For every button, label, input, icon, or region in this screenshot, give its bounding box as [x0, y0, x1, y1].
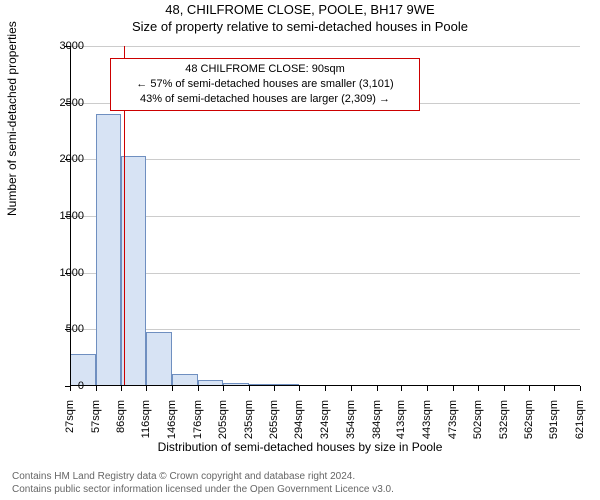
x-tick-label: 562sqm — [523, 400, 535, 450]
x-tick-label: 235sqm — [243, 400, 255, 450]
x-tick-label: 413sqm — [395, 400, 407, 450]
x-tick-mark — [478, 386, 479, 391]
histogram-bar — [478, 385, 504, 386]
x-tick-mark — [377, 386, 378, 391]
histogram-chart: 48, CHILFROME CLOSE, POOLE, BH17 9WE Siz… — [0, 0, 600, 500]
x-tick-label: 324sqm — [319, 400, 331, 450]
y-tick-label: 500 — [34, 323, 84, 335]
x-tick-label: 86sqm — [115, 400, 127, 450]
histogram-bar — [325, 385, 351, 386]
histogram-bar — [351, 385, 377, 386]
x-tick-label: 205sqm — [217, 400, 229, 450]
y-tick-label: 3000 — [34, 40, 84, 52]
x-tick-mark — [401, 386, 402, 391]
gridline-h — [70, 273, 580, 274]
histogram-bar — [504, 385, 530, 386]
x-tick-label: 443sqm — [421, 400, 433, 450]
histogram-bar — [274, 384, 299, 386]
x-tick-mark — [198, 386, 199, 391]
x-tick-mark — [529, 386, 530, 391]
x-tick-label: 354sqm — [345, 400, 357, 450]
x-tick-mark — [172, 386, 173, 391]
y-tick-label: 2500 — [34, 97, 84, 109]
x-tick-label: 621sqm — [574, 400, 586, 450]
footer-attribution: Contains HM Land Registry data © Crown c… — [12, 471, 394, 496]
x-tick-label: 146sqm — [166, 400, 178, 450]
x-tick-mark — [249, 386, 250, 391]
histogram-bar — [377, 385, 402, 386]
histogram-bar — [198, 380, 223, 386]
x-tick-label: 116sqm — [140, 400, 152, 450]
histogram-bar — [554, 385, 580, 386]
y-tick-label: 1000 — [34, 267, 84, 279]
histogram-bar — [529, 385, 554, 386]
annotation-line: 43% of semi-detached houses are larger (… — [117, 92, 413, 107]
histogram-bar — [401, 385, 427, 386]
x-tick-label: 591sqm — [548, 400, 560, 450]
annotation-line: ← 57% of semi-detached houses are smalle… — [117, 77, 413, 92]
histogram-bar — [427, 385, 453, 386]
histogram-bar — [453, 385, 478, 386]
x-tick-label: 27sqm — [64, 400, 76, 450]
y-axis-label: Number of semi-detached properties — [5, 21, 19, 216]
x-tick-mark — [580, 386, 581, 391]
x-tick-mark — [504, 386, 505, 391]
histogram-bar — [146, 332, 172, 386]
x-tick-mark — [325, 386, 326, 391]
x-tick-mark — [223, 386, 224, 391]
plot-area: 48 CHILFROME CLOSE: 90sqm← 57% of semi-d… — [70, 46, 580, 386]
y-tick-label: 2000 — [34, 153, 84, 165]
x-tick-mark — [146, 386, 147, 391]
x-tick-mark — [96, 386, 97, 391]
gridline-h — [70, 216, 580, 217]
y-tick-label: 1500 — [34, 210, 84, 222]
y-tick-label: 0 — [34, 380, 84, 392]
x-tick-label: 473sqm — [447, 400, 459, 450]
footer-line-2: Contains public sector information licen… — [12, 484, 394, 497]
histogram-bar — [249, 384, 275, 386]
histogram-bar — [223, 383, 249, 386]
histogram-bar — [96, 114, 121, 386]
gridline-h — [70, 46, 580, 47]
x-tick-mark — [70, 386, 71, 391]
x-tick-label: 502sqm — [472, 400, 484, 450]
chart-title-subtitle: Size of property relative to semi-detach… — [0, 19, 600, 34]
chart-title-address: 48, CHILFROME CLOSE, POOLE, BH17 9WE — [0, 2, 600, 17]
x-tick-label: 176sqm — [192, 400, 204, 450]
x-tick-label: 532sqm — [498, 400, 510, 450]
x-tick-label: 57sqm — [90, 400, 102, 450]
footer-line-1: Contains HM Land Registry data © Crown c… — [12, 471, 394, 484]
annotation-box: 48 CHILFROME CLOSE: 90sqm← 57% of semi-d… — [110, 58, 420, 111]
x-tick-label: 265sqm — [268, 400, 280, 450]
gridline-h — [70, 159, 580, 160]
x-tick-mark — [121, 386, 122, 391]
x-tick-mark — [453, 386, 454, 391]
x-tick-label: 294sqm — [293, 400, 305, 450]
gridline-h — [70, 329, 580, 330]
x-tick-label: 384sqm — [371, 400, 383, 450]
x-tick-mark — [274, 386, 275, 391]
x-tick-mark — [299, 386, 300, 391]
x-tick-mark — [554, 386, 555, 391]
chart-title-block: 48, CHILFROME CLOSE, POOLE, BH17 9WE Siz… — [0, 2, 600, 34]
x-tick-mark — [427, 386, 428, 391]
annotation-line: 48 CHILFROME CLOSE: 90sqm — [117, 62, 413, 77]
histogram-bar — [299, 385, 325, 386]
histogram-bar — [172, 374, 198, 386]
x-tick-mark — [351, 386, 352, 391]
